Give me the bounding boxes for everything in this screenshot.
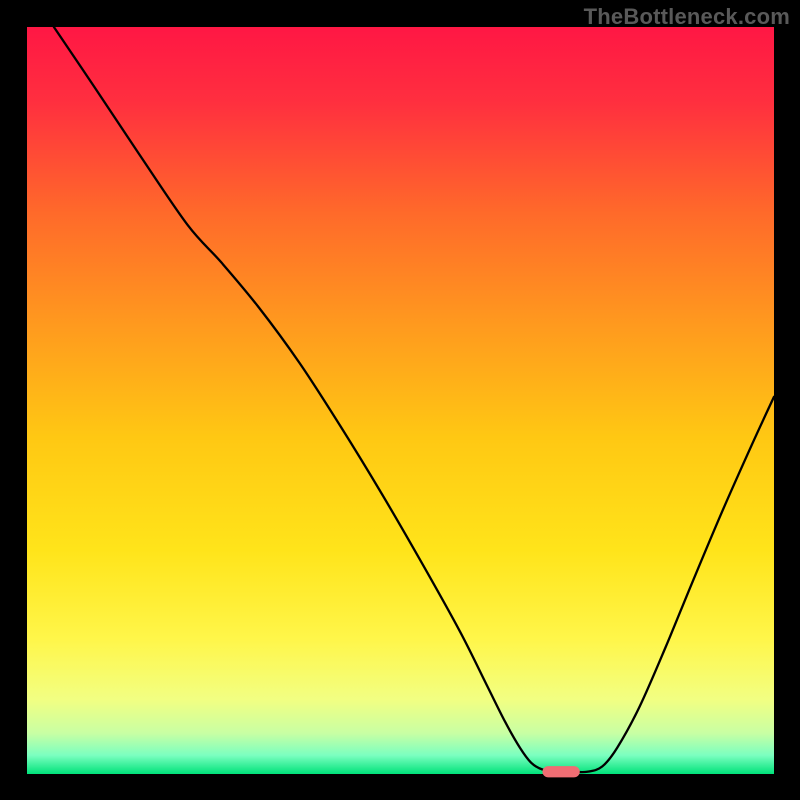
watermark-label: TheBottleneck.com: [584, 4, 790, 30]
chart-stage: TheBottleneck.com: [0, 0, 800, 800]
plot-background: [27, 27, 774, 774]
optimum-marker: [542, 766, 579, 777]
bottleneck-chart: [0, 0, 800, 800]
